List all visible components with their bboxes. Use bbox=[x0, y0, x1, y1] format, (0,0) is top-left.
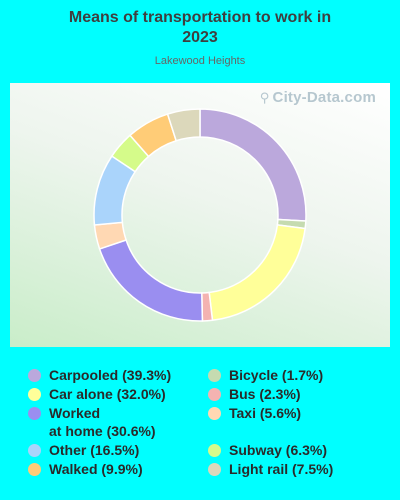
chart-subtitle: Lakewood Heights bbox=[154, 55, 246, 67]
legend-label: Subway (6.3%) bbox=[229, 442, 328, 458]
donut-slice-carpooled bbox=[199, 108, 307, 222]
legend-label: Carpooled (39.3%) bbox=[49, 367, 172, 383]
legend-label: Worked at home (30.6%) bbox=[49, 405, 156, 439]
legend-item: Taxi (5.6%) bbox=[208, 404, 301, 422]
legend-swatch bbox=[208, 407, 221, 420]
donut-slice-car bbox=[208, 224, 306, 322]
legend-item: Walked (9.9%) bbox=[28, 460, 143, 478]
watermark: ⚲ City-Data.com bbox=[259, 89, 376, 106]
legend-swatch bbox=[28, 369, 41, 382]
chart-legend: Carpooled (39.3%) Car alone (32.0%) Worked… bbox=[28, 366, 388, 486]
legend-label: Bus (2.3%) bbox=[229, 386, 301, 402]
legend-item: Bus (2.3%) bbox=[208, 385, 301, 403]
legend-item: Worked at home (30.6%) bbox=[28, 404, 156, 440]
legend-label: Other (16.5%) bbox=[49, 442, 140, 458]
legend-label: Taxi (5.6%) bbox=[229, 405, 302, 421]
donut-chart bbox=[93, 108, 307, 322]
plot-area: ⚲ City-Data.com bbox=[10, 83, 390, 347]
legend-label: Bicycle (1.7%) bbox=[229, 367, 324, 383]
legend-swatch bbox=[28, 463, 41, 476]
legend-swatch bbox=[28, 444, 41, 457]
legend-swatch bbox=[208, 369, 221, 382]
legend-item: Other (16.5%) bbox=[28, 441, 139, 459]
donut-slice-light bbox=[166, 108, 201, 142]
legend-label: Light rail (7.5%) bbox=[229, 461, 334, 477]
legend-item: Bicycle (1.7%) bbox=[208, 366, 323, 384]
magnifier-icon: ⚲ bbox=[259, 90, 270, 105]
donut-slice-workedat bbox=[98, 239, 204, 322]
legend-swatch bbox=[208, 444, 221, 457]
legend-item: Carpooled (39.3%) bbox=[28, 366, 171, 384]
legend-swatch bbox=[28, 407, 41, 420]
legend-swatch bbox=[208, 388, 221, 401]
chart-title: Means of transportation to work in 2023 bbox=[68, 9, 332, 46]
legend-item: Car alone (32.0%) bbox=[28, 385, 166, 403]
legend-item: Subway (6.3%) bbox=[208, 441, 327, 459]
legend-swatch bbox=[28, 388, 41, 401]
legend-label: Walked (9.9%) bbox=[49, 461, 143, 477]
legend-swatch bbox=[208, 463, 221, 476]
legend-item: Light rail (7.5%) bbox=[208, 460, 333, 478]
legend-label: Car alone (32.0%) bbox=[49, 386, 166, 402]
